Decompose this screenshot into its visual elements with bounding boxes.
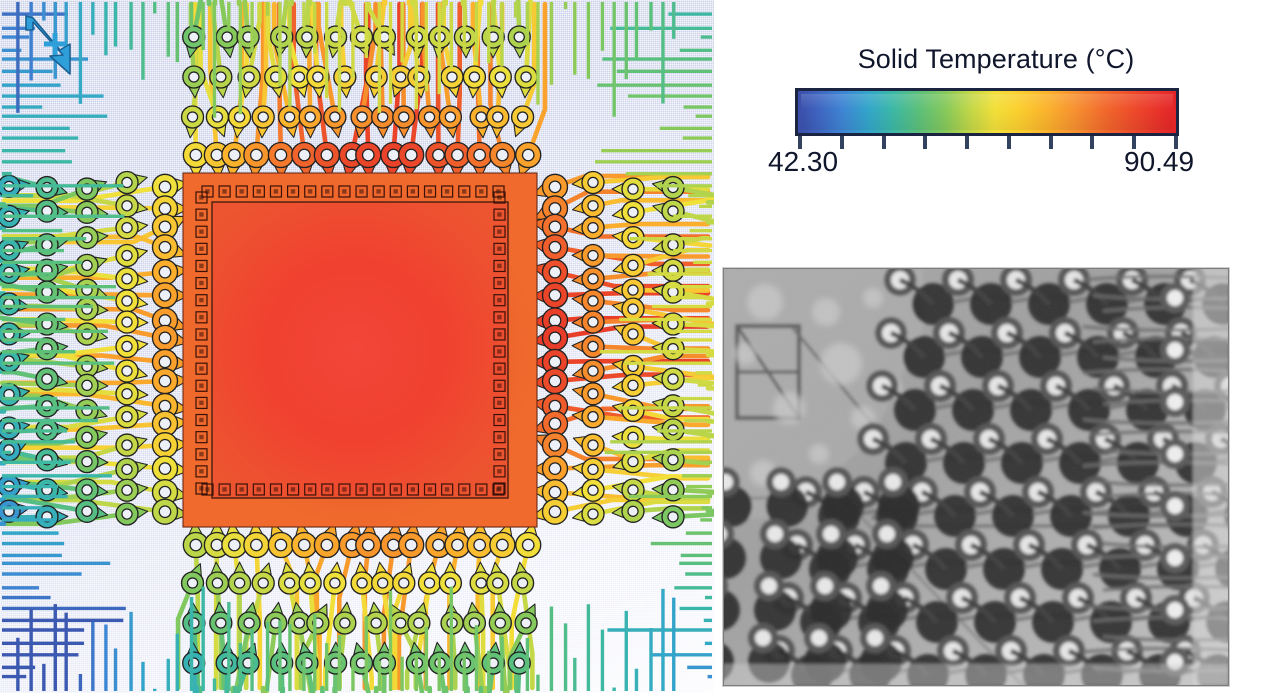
colorbar-tick (1132, 136, 1137, 149)
bga-xray-photograph (723, 268, 1229, 686)
colorbar-legend: Solid Temperature (°C) 42.30 90.49 (716, 0, 1276, 200)
colorbar-tick (1006, 136, 1011, 149)
colorbar-max-label: 90.49 (1124, 146, 1195, 177)
colorbar-tick (965, 136, 970, 149)
colorbar-tick (839, 136, 844, 149)
colorbar-sheen (801, 94, 1173, 130)
colorbar-tick (923, 136, 928, 149)
colorbar-tick (798, 136, 802, 149)
colorbar-tick (1090, 136, 1095, 149)
colorbar-tick (881, 136, 886, 149)
xray-photo-graphic (723, 268, 1229, 686)
colorbar-container (795, 88, 1179, 149)
thermal-map-graphic (0, 0, 714, 693)
thermal-simulation-panel (0, 0, 714, 693)
colorbar-min-label: 42.30 (768, 146, 839, 177)
colorbar-title: Solid Temperature (°C) (857, 44, 1135, 74)
colorbar-tick (1174, 136, 1178, 149)
colorbar-gradient (795, 88, 1179, 136)
arrow-pointer-icon (25, 15, 71, 75)
colorbar-tick (1048, 136, 1053, 149)
